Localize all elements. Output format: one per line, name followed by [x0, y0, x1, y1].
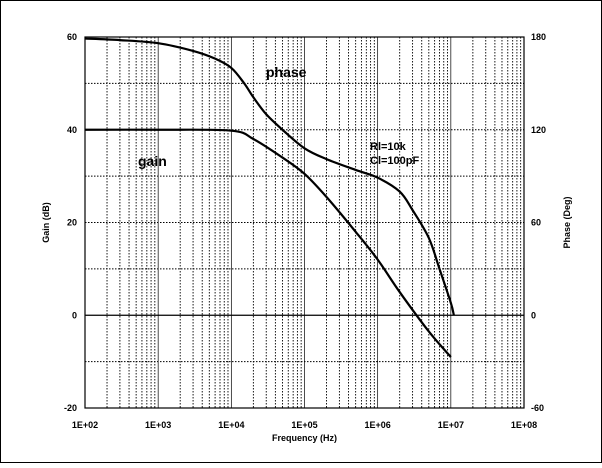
y-left-tick-label: 20 [67, 218, 77, 228]
gain-curve [84, 128, 452, 358]
x-tick-label: 1E+07 [438, 420, 464, 430]
series-group [84, 37, 455, 358]
y-right-tick-label: 60 [531, 218, 541, 228]
y-right-tick-label: 120 [531, 125, 546, 135]
phase-curve [84, 37, 455, 316]
grid [85, 37, 524, 408]
y-left-tick-label: 40 [67, 125, 77, 135]
x-tick-label: 1E+08 [511, 420, 537, 430]
gain-annotation: gain [138, 153, 167, 169]
plot-area [84, 36, 525, 409]
y-axis-right-label: Phase (Deg) [562, 196, 572, 248]
phase-annotation: phase [266, 64, 307, 80]
x-axis-label: Frequency (Hz) [272, 433, 337, 443]
y-left-tick-label: 0 [72, 310, 77, 320]
tick-labels: 1E+02 1E+03 1E+04 1E+05 1E+06 1E+07 1E+08 -20 0 2… [64, 32, 546, 430]
y-right-tick-label: -60 [531, 403, 544, 413]
y-left-tick-label: 60 [67, 32, 77, 42]
y-axis-left-label: Gain (dB) [41, 202, 51, 243]
x-tick-label: 1E+04 [218, 420, 244, 430]
x-tick-label: 1E+05 [291, 420, 317, 430]
x-tick-label: 1E+03 [145, 420, 171, 430]
x-tick-label: 1E+02 [72, 420, 98, 430]
y-right-tick-label: 0 [531, 310, 536, 320]
y-right-tick-label: 180 [531, 32, 546, 42]
x-tick-label: 1E+06 [365, 420, 391, 430]
y-left-tick-label: -20 [64, 403, 77, 413]
cl-annotation: Cl=100pF [370, 155, 419, 167]
rl-annotation: Rl=10k [370, 141, 407, 153]
